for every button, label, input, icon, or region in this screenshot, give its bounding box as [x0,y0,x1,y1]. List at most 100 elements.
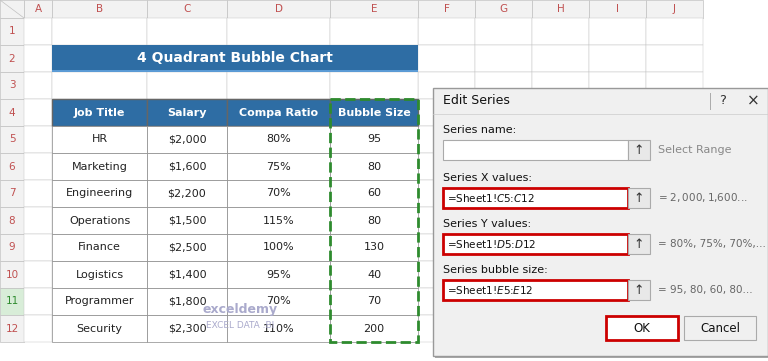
Bar [147,288,227,315]
Bar [475,234,532,261]
Bar [0,45,24,72]
Bar [589,153,646,180]
Text: 110%: 110% [263,323,294,334]
Bar [24,45,52,72]
Bar [147,99,227,126]
Bar [52,70,418,72]
Bar [330,315,418,342]
Bar [0,288,24,315]
Text: 8: 8 [8,216,15,226]
Bar [589,207,646,234]
Bar [684,316,756,340]
Text: Salary: Salary [167,108,207,117]
Text: J: J [673,4,676,14]
Bar [0,18,24,45]
Bar [227,315,330,342]
Text: = 95, 80, 60, 80...: = 95, 80, 60, 80... [658,285,753,295]
Bar [435,90,768,358]
Text: Series name:: Series name: [443,125,516,135]
Bar [646,315,703,342]
Bar [532,315,589,342]
Text: 60: 60 [367,188,381,199]
Text: 130: 130 [363,243,385,252]
Text: ↑: ↑ [634,238,644,251]
Bar [532,18,589,45]
Bar [532,99,589,126]
Text: $2,300: $2,300 [167,323,207,334]
Bar [227,234,330,261]
Bar [52,180,147,207]
Text: 70%: 70% [266,296,291,306]
Text: 10: 10 [5,270,18,279]
Bar [330,261,418,288]
Bar [475,261,532,288]
Bar [443,234,628,254]
Bar [227,288,330,315]
Text: D: D [274,4,283,14]
Bar [628,280,650,300]
Bar [227,99,330,126]
Text: HR: HR [91,135,108,144]
Bar [52,288,147,315]
Text: 95: 95 [367,135,381,144]
Bar [227,0,330,18]
Text: 12: 12 [5,323,18,334]
Bar [589,180,646,207]
Text: 70%: 70% [266,188,291,199]
Bar [330,153,418,180]
Bar [330,99,418,126]
Bar [418,18,475,45]
Bar [24,261,52,288]
Bar [646,72,703,99]
Bar [589,99,646,126]
Bar [532,207,589,234]
Bar [0,72,24,99]
Text: 5: 5 [8,135,15,144]
Bar [532,45,589,72]
Bar [532,153,589,180]
Text: = $2,000, $1,600...: = $2,000, $1,600... [658,191,747,204]
Bar [418,234,475,261]
Bar [0,180,24,207]
Bar [628,188,650,208]
Text: 9: 9 [8,243,15,252]
Bar [330,207,418,234]
Bar [475,72,532,99]
Bar [443,188,628,208]
Bar [52,99,147,126]
Bar [0,126,24,153]
Bar [227,261,330,288]
Bar [52,45,418,72]
Bar [330,99,418,342]
Text: $1,500: $1,500 [167,216,207,226]
Text: 1: 1 [8,26,15,36]
Text: Compa Ratio: Compa Ratio [239,108,318,117]
Bar [475,288,532,315]
Bar [227,18,330,45]
Bar [418,72,475,99]
Bar [0,0,24,18]
Bar [532,0,589,18]
Bar [52,207,147,234]
Bar [330,288,418,315]
Bar [418,99,475,126]
Text: 80%: 80% [266,135,291,144]
Text: $1,800: $1,800 [167,296,207,306]
Text: =Sheet1!$D$5:$D$12: =Sheet1!$D$5:$D$12 [447,238,536,250]
Bar [24,153,52,180]
Bar [52,72,147,99]
Bar [646,261,703,288]
Bar [0,234,24,261]
Text: B: B [96,4,103,14]
Bar [147,234,227,261]
Text: Series Y values:: Series Y values: [443,219,531,229]
Text: 2: 2 [8,53,15,64]
Text: Series bubble size:: Series bubble size: [443,265,548,275]
Text: Security: Security [77,323,123,334]
Bar [24,18,52,45]
Bar [418,126,475,153]
Bar [147,261,227,288]
Bar [589,288,646,315]
Bar [418,0,475,18]
Bar [433,88,768,356]
